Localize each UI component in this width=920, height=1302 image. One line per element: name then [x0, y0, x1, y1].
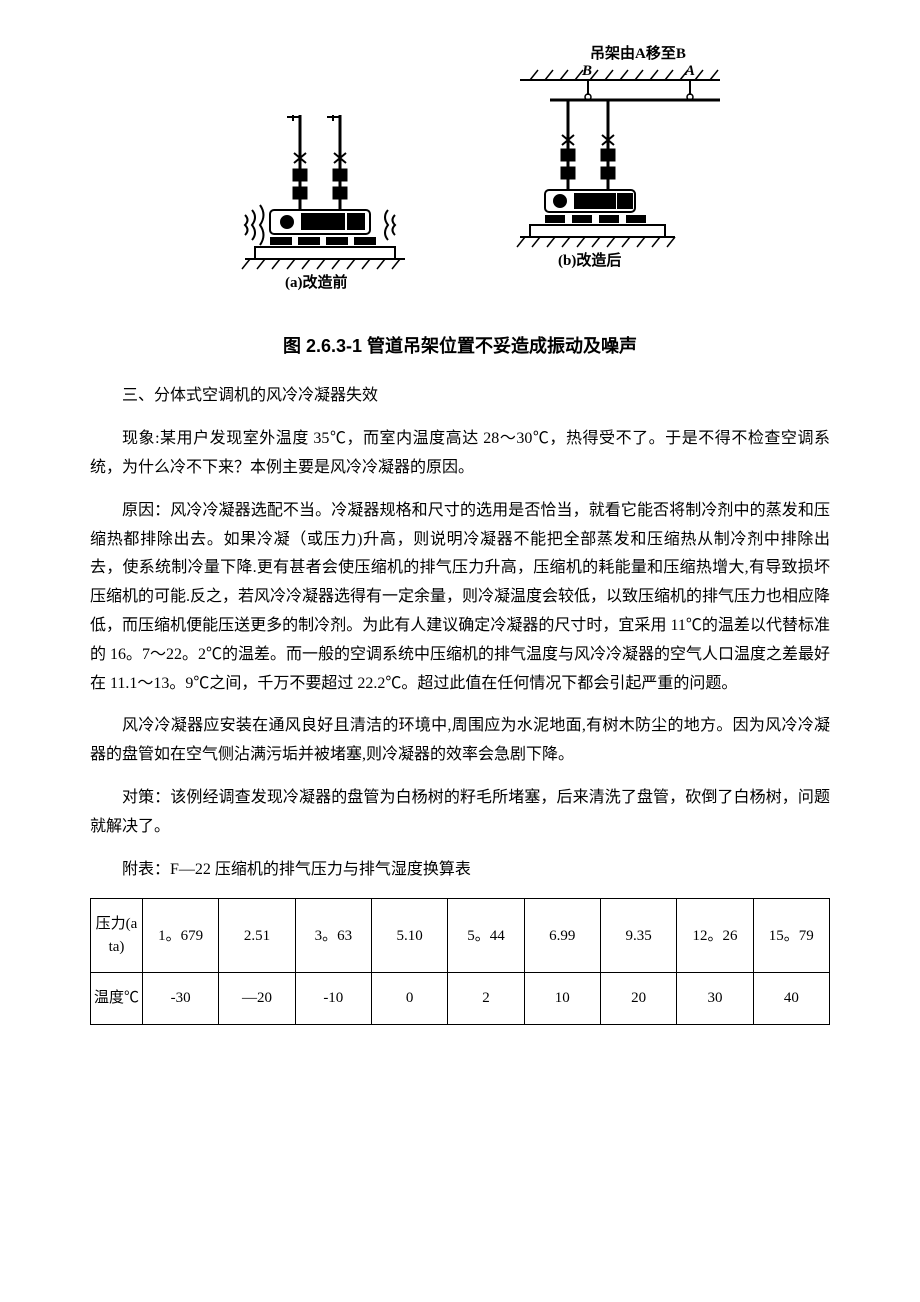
table-cell: 10	[524, 973, 600, 1025]
table-cell: 5.10	[371, 899, 447, 973]
table-cell: 40	[753, 973, 829, 1025]
table-cell: 20	[600, 973, 676, 1025]
label-b: B	[581, 63, 592, 79]
table-cell: 0	[371, 973, 447, 1025]
table-cell: 1。679	[143, 899, 219, 973]
table-cell: 2	[448, 973, 524, 1025]
table-cell: 5。44	[448, 899, 524, 973]
table-cell: -30	[143, 973, 219, 1025]
row-header-temp: 温度℃	[91, 973, 143, 1025]
row-header-pressure: 压力(ata)	[91, 899, 143, 973]
figure-2-6-3-1: 吊架由A移至B B A	[90, 40, 830, 320]
table-cell: 15。79	[753, 899, 829, 973]
table-cell: 6.99	[524, 899, 600, 973]
sub-caption-a: (a)改造前	[285, 273, 348, 291]
figure-main-caption: 图 2.6.3-1 管道吊架位置不妥造成振动及噪声	[90, 330, 830, 362]
section-3-title: 三、分体式空调机的风冷冷凝器失效	[90, 382, 830, 411]
table-caption: 附表：F—22 压缩机的排气压力与排气湿度换算表	[90, 856, 830, 885]
table-cell: -10	[295, 973, 371, 1025]
paragraph-3: 风冷冷凝器应安装在通风良好且清洁的环境中,周围应为水泥地面,有树木防尘的地方。因…	[90, 712, 830, 770]
paragraph-4: 对策：该例经调查发现冷凝器的盘管为白杨树的籽毛所堵塞，后来清洗了盘管，砍倒了白杨…	[90, 784, 830, 842]
table-cell: —20	[219, 973, 295, 1025]
sub-caption-b: (b)改造后	[558, 251, 621, 269]
pipe-hanger-diagram: 吊架由A移至B B A	[190, 40, 730, 320]
paragraph-1: 现象:某用户发现室外温度 35℃，而室内温度高达 28～30℃，热得受不了。于是…	[90, 425, 830, 483]
table-cell: 2.51	[219, 899, 295, 973]
table-cell: 3。63	[295, 899, 371, 973]
label-a: A	[684, 63, 695, 79]
table-cell: 30	[677, 973, 753, 1025]
table-cell: 9.35	[600, 899, 676, 973]
paragraph-2: 原因：风冷冷凝器选配不当。冷凝器规格和尺寸的选用是否恰当，就看它能否将制冷剂中的…	[90, 497, 830, 699]
top-label: 吊架由A移至B	[590, 44, 686, 62]
table-cell: 12。26	[677, 899, 753, 973]
table-row: 压力(ata) 1。679 2.51 3。63 5.10 5。44 6.99 9…	[91, 899, 830, 973]
conversion-table: 压力(ata) 1。679 2.51 3。63 5.10 5。44 6.99 9…	[90, 898, 830, 1025]
table-row: 温度℃ -30 —20 -10 0 2 10 20 30 40	[91, 973, 830, 1025]
